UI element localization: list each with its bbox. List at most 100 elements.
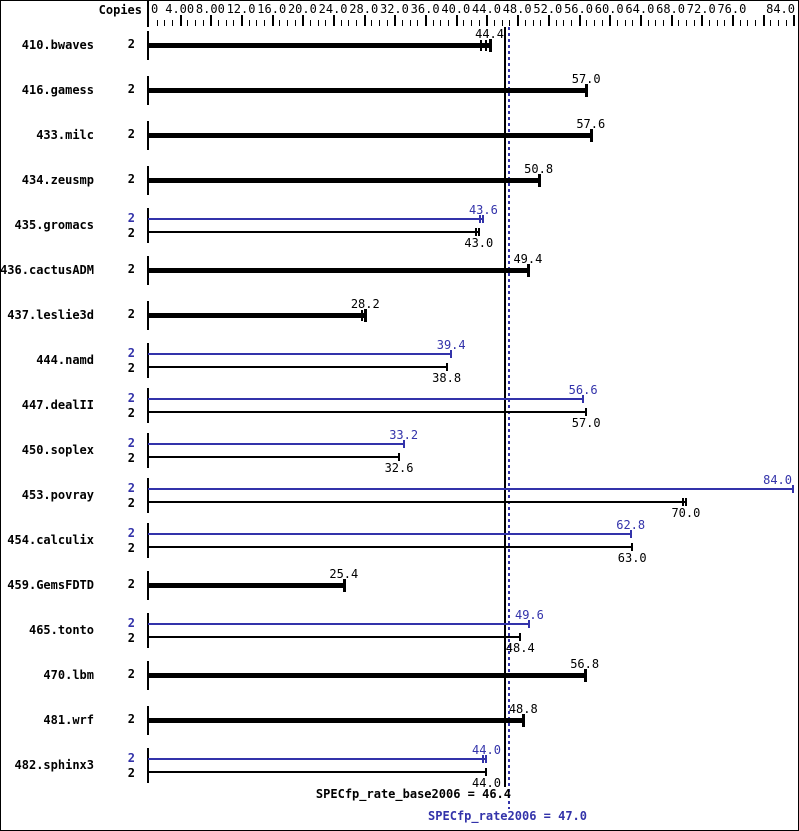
bar-value-label: 57.0 xyxy=(571,416,601,430)
x-axis-tick-label: 36.0 xyxy=(410,2,440,16)
peak-bar-endcap xyxy=(792,485,795,493)
bar-value-label: 48.8 xyxy=(508,702,538,716)
base-bar-endcap xyxy=(342,579,346,592)
x-axis-minor-tick xyxy=(471,20,473,26)
copies-value-base: 2 xyxy=(127,451,135,465)
x-axis-minor-tick xyxy=(708,20,710,26)
x-axis-minor-tick xyxy=(509,20,511,26)
base-bar xyxy=(148,88,587,93)
base-bar xyxy=(148,178,539,183)
copies-value-base: 2 xyxy=(127,226,135,240)
x-axis-tick-label: 48.0 xyxy=(502,2,532,16)
x-axis-minor-tick xyxy=(317,20,319,26)
x-axis-tick-label: 76.0 xyxy=(717,2,747,16)
x-axis-minor-tick xyxy=(164,20,166,26)
run-mark xyxy=(474,228,477,236)
base-bar-endcap xyxy=(519,633,522,641)
x-axis-minor-tick xyxy=(724,20,726,26)
x-axis-minor-tick xyxy=(195,20,197,26)
copies-value-base: 2 xyxy=(127,541,135,555)
benchmark-label: 453.povray xyxy=(21,488,94,502)
copies-value-base: 2 xyxy=(127,406,135,420)
base-bar xyxy=(148,268,528,273)
row-axis-segment xyxy=(147,343,149,378)
x-axis-major-tick xyxy=(609,15,612,26)
x-axis-tick-label: 64.0 xyxy=(625,2,655,16)
x-axis-minor-tick xyxy=(655,20,657,26)
base-bar xyxy=(148,313,366,318)
x-axis-minor-tick xyxy=(448,20,450,26)
copies-value-peak: 2 xyxy=(127,481,135,495)
x-axis-minor-tick xyxy=(593,20,595,26)
x-axis-minor-tick xyxy=(409,20,411,26)
x-axis-minor-tick xyxy=(294,20,296,26)
copies-value-base: 2 xyxy=(127,496,135,510)
base-bar-endcap xyxy=(364,309,368,322)
x-axis-minor-tick xyxy=(340,20,342,26)
base-bar xyxy=(148,133,591,138)
x-axis-minor-tick xyxy=(256,20,258,26)
peak-bar xyxy=(148,443,404,445)
x-axis-minor-tick xyxy=(432,20,434,26)
x-axis-tick-label: 68.0 xyxy=(656,2,685,16)
x-axis-major-tick xyxy=(639,15,642,26)
bar-value-label: 49.4 xyxy=(513,252,543,266)
peak-bar-endcap xyxy=(450,350,453,358)
copies-value: 2 xyxy=(127,262,135,276)
x-axis-minor-tick xyxy=(524,20,526,26)
x-axis-minor-tick xyxy=(386,20,388,26)
peak-bar xyxy=(148,758,487,760)
x-axis-tick-label: 84.0 xyxy=(766,2,795,16)
x-axis-origin-line xyxy=(147,1,149,27)
base-bar-endcap xyxy=(526,264,530,277)
bar-value-label: 28.2 xyxy=(350,297,380,311)
x-axis-minor-tick xyxy=(777,20,779,26)
peak-bar xyxy=(148,218,484,220)
base-bar-endcap xyxy=(583,669,587,682)
row-axis-segment xyxy=(147,523,149,558)
bar-value-label: 33.2 xyxy=(389,428,419,442)
bar-value-label: 43.0 xyxy=(464,236,494,250)
x-axis-minor-tick xyxy=(402,20,404,26)
copies-value: 2 xyxy=(127,37,135,51)
benchmark-label: 470.lbm xyxy=(43,668,94,682)
x-axis-minor-tick xyxy=(172,20,173,26)
base-bar xyxy=(148,456,400,458)
row-axis-segment xyxy=(147,208,149,243)
bar-value-label: 50.8 xyxy=(524,162,554,176)
x-axis-minor-tick xyxy=(463,20,465,26)
copies-value-base: 2 xyxy=(127,631,135,645)
copies-value-base: 2 xyxy=(127,361,135,375)
peak-median-line xyxy=(508,27,511,809)
x-axis-tick-label: 52.0 xyxy=(533,2,563,16)
benchmark-label: 410.bwaves xyxy=(21,38,94,52)
bar-value-label: 44.0 xyxy=(472,743,501,757)
bar-value-label: 43.6 xyxy=(468,203,498,217)
bar-value-label: 44.0 xyxy=(472,776,501,790)
bar-value-label: 25.4 xyxy=(329,567,359,581)
base-median-line xyxy=(503,27,506,787)
x-axis-major-tick xyxy=(762,15,765,26)
x-axis-minor-tick xyxy=(371,20,373,26)
base-bar-endcap xyxy=(589,129,593,142)
x-axis-minor-tick xyxy=(616,20,618,26)
x-axis-major-tick xyxy=(394,15,397,26)
x-axis-minor-tick xyxy=(156,20,158,26)
x-axis-minor-tick xyxy=(310,20,312,26)
peak-bar xyxy=(148,353,452,355)
x-axis-major-tick xyxy=(241,15,244,26)
copies-value-peak: 2 xyxy=(127,436,135,450)
base-median-label: SPECfp_rate_base2006 = 46.4 xyxy=(315,787,511,801)
row-axis-segment xyxy=(147,748,149,783)
x-axis-minor-tick xyxy=(747,20,749,26)
run-mark xyxy=(479,40,482,51)
x-axis-major-tick xyxy=(425,15,428,26)
benchmark-label: 447.dealII xyxy=(21,398,94,412)
base-bar xyxy=(148,583,344,588)
x-axis-minor-tick xyxy=(785,20,787,26)
base-bar xyxy=(148,366,447,368)
x-axis-minor-tick xyxy=(632,20,634,26)
x-axis-tick-label: 12.0 xyxy=(226,2,256,16)
row-axis-segment xyxy=(147,613,149,648)
x-axis-major-tick xyxy=(302,15,305,26)
